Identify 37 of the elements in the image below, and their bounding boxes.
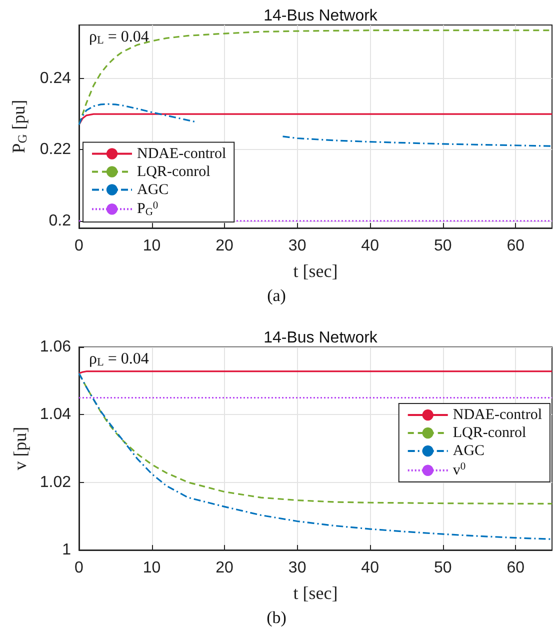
- text: (a): [267, 286, 286, 305]
- x-tick-label: 10: [142, 238, 161, 254]
- x-tick-label: 60: [506, 238, 525, 254]
- x-tick-label: 30: [288, 238, 306, 254]
- x-tick-label: 0: [74, 238, 84, 254]
- legend-label: LQR-conrol: [137, 164, 210, 180]
- legend-label: NDAE-control: [137, 146, 226, 162]
- x-tick-label: 10: [142, 560, 161, 576]
- legend-label: AGC: [452, 443, 485, 459]
- x-axis-title: t [sec]: [293, 261, 338, 281]
- legend-label: AGC: [137, 182, 169, 198]
- y-tick-label: 1.04: [40, 406, 72, 424]
- x-tick-label: 0: [74, 560, 84, 576]
- x-axis-title: t [sec]: [293, 583, 338, 603]
- y-tick-label: 1.02: [40, 474, 72, 491]
- x-tick-label: 40: [361, 238, 380, 254]
- x-tick-label: 50: [434, 560, 452, 576]
- x-tick-label: 30: [288, 560, 306, 576]
- y-tick-label: 0.24: [40, 70, 72, 87]
- y-tick-label: 0.2: [48, 212, 72, 230]
- line-series: [78, 372, 553, 540]
- chart-title: 14-Bus Network: [264, 330, 378, 346]
- x-tick-label: 60: [506, 560, 525, 576]
- x-tick-label: 20: [216, 238, 234, 254]
- text: (b): [266, 608, 286, 627]
- line-series: [78, 113, 553, 126]
- y-tick-label: 0.22: [40, 141, 72, 158]
- legend-label: LQR-conrol: [452, 425, 526, 441]
- chart-title: 14-Bus Network: [264, 8, 378, 24]
- legend-label: NDAE-control: [452, 407, 542, 423]
- y-axis-title: v [pu]: [10, 426, 30, 470]
- x-tick-label: 20: [216, 560, 234, 576]
- y-axis-title: PG [pu]: [8, 100, 30, 154]
- y-tick-label: 1.06: [40, 338, 72, 356]
- x-tick-label: 40: [361, 560, 380, 576]
- x-tick-label: 50: [434, 238, 452, 254]
- y-tick-label: 1: [62, 542, 72, 558]
